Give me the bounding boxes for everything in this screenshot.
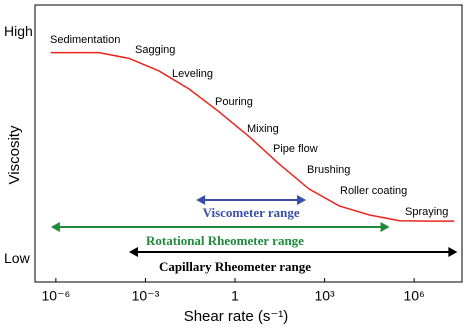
annotation: Roller coating <box>340 185 407 197</box>
annotation: Brushing <box>307 164 350 176</box>
annotation: Mixing <box>247 123 279 135</box>
range-label: Capillary Rheometer range <box>159 259 311 274</box>
x-tick-label: 10³ <box>314 288 335 304</box>
arrowhead <box>380 222 390 232</box>
y-axis-title: Viscosity <box>6 125 23 184</box>
range-label: Rotational Rheometer range <box>146 233 304 248</box>
annotation: Spraying <box>405 206 448 218</box>
arrowhead <box>297 195 307 205</box>
x-tick-label: 10⁻⁶ <box>42 288 71 304</box>
annotation: Pouring <box>215 96 253 108</box>
arrowhead <box>448 247 458 257</box>
plot-frame <box>34 4 463 283</box>
x-axis-title: Shear rate (s⁻¹) <box>184 308 289 325</box>
annotation: Sedimentation <box>50 34 120 46</box>
x-tick-label: 10⁶ <box>403 288 424 304</box>
annotation: Sagging <box>135 44 175 56</box>
x-tick-label: 1 <box>231 288 239 304</box>
curve <box>50 51 455 222</box>
range-label: Viscometer range <box>203 205 300 220</box>
arrowhead <box>50 222 60 232</box>
y-tick-label: High <box>4 23 33 39</box>
annotation: Pipe flow <box>273 143 318 155</box>
arrowhead <box>128 247 138 257</box>
x-tick-label: 10⁻³ <box>132 288 160 304</box>
annotation: Leveling <box>172 68 213 80</box>
arrowhead <box>196 195 206 205</box>
y-tick-label: Low <box>4 250 31 266</box>
